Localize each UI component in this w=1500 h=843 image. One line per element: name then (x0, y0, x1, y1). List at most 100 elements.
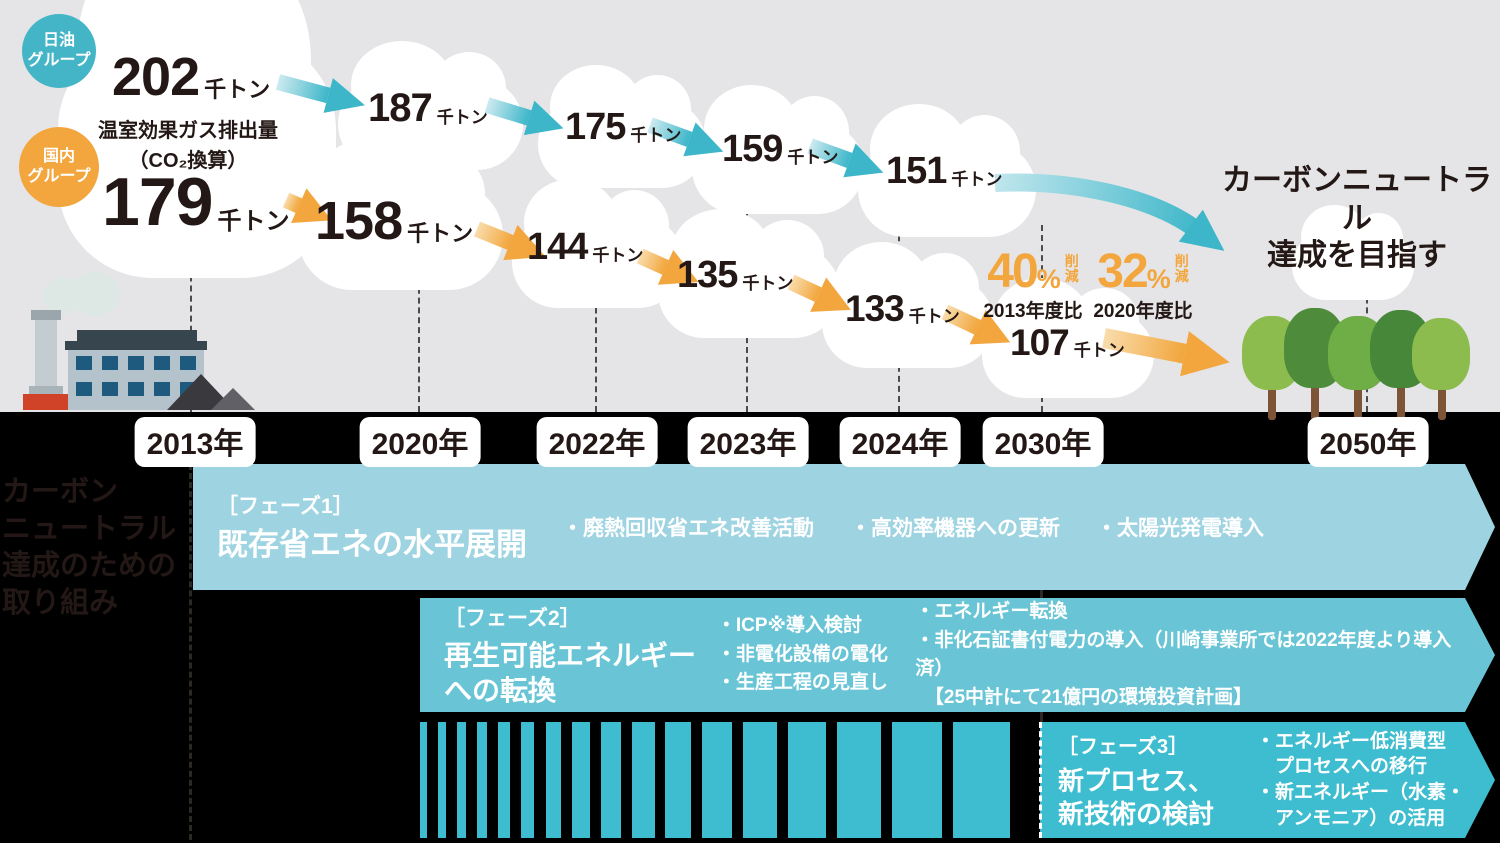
datapoint-domestic-2023: 135 千トン (677, 254, 794, 296)
phase3-arrow-tip (1465, 722, 1495, 838)
phase2-bullets-col2: ・エネルギー転換 ・非化石証書付電力の導入（川崎事業所では2022年度より導入済… (915, 598, 1465, 712)
factory-window (76, 356, 92, 370)
section-title-initiatives: カーボン ニュートラル 達成のための 取り組み (2, 476, 177, 620)
factory-window (76, 382, 92, 396)
phase3-stripe (665, 722, 692, 838)
datapoint-domestic-2013: 179 千トン (102, 164, 290, 240)
tick-2030-upper (1040, 590, 1043, 599)
trees-illustration (1242, 308, 1470, 420)
year-2024: 2024年 (839, 417, 961, 467)
phase1-tag: ［フェーズ1］ (217, 494, 354, 518)
phase2-title: 再生可能エネルギー への転換 (444, 640, 697, 706)
factory-chimney (35, 316, 57, 394)
phase3-stripe (498, 722, 511, 838)
phase3-stripe (572, 722, 591, 838)
phase1-bullet: ・太陽光発電導入 (1096, 517, 1264, 540)
phase3-stripe (837, 722, 882, 838)
nof-group-badge: 日油 グループ (22, 14, 96, 88)
factory-chimney-cap (31, 310, 61, 320)
datapoint-nof-2024: 151 千トン (886, 150, 1003, 192)
factory-window (154, 356, 170, 370)
year-2022: 2022年 (536, 417, 658, 467)
phase1-bullets: ・廃熱回収省エネ改善活動 ・高効率機器への更新 ・太陽光発電導入 (562, 512, 1264, 542)
phase2-bullets-col1: ・ICP※導入検討 ・非電化設備の電化 ・生産工程の見直し (717, 612, 902, 698)
factory-roof (65, 341, 207, 350)
phase3-stripe (438, 722, 446, 838)
phase3-bar: ［フェーズ3］ 新プロセス、 新技術の検討 ・エネルギー低消費型 プロセスへの移… (1040, 722, 1495, 838)
phase2-bullet: ・非化石証書付電力の導入（川崎事業所では2022年度より導入済） (915, 629, 1452, 680)
phase1-bar: ［フェーズ1］ 既存省エネの水平展開 ・廃熱回収省エネ改善活動 ・高効率機器への… (193, 464, 1495, 590)
cloud-158 (298, 138, 503, 290)
carbon-neutral-target-label: カーボンニュートラル 達成を目指す (1222, 164, 1492, 272)
phase3-stripe (456, 722, 466, 838)
phase3-stripe (891, 722, 942, 838)
phase1-bullet: ・高効率機器への更新 (850, 517, 1060, 540)
phase1-head: ［フェーズ1］ 既存省エネの水平展開 (217, 490, 562, 565)
datapoint-nof-2013: 202 千トン (112, 47, 271, 107)
year-2030: 2030年 (982, 417, 1104, 467)
ghg-emissions-label: 温室効果ガス排出量 （CO₂換算） (98, 120, 278, 172)
phase3-stripe (420, 722, 427, 838)
guide-2013 (190, 145, 192, 412)
emissions-sky-panel: 日油 グループ 国内 グループ 202 千トン 温室効果ガス排出量 （CO₂換算）… (0, 0, 1500, 420)
phase1-bullet: ・廃熱回収省エネ改善活動 (562, 517, 814, 540)
phase3-title: 新プロセス、 新技術の検討 (1058, 766, 1215, 829)
reduction-32pct: 32% 削 減 2020年度比 (1093, 245, 1193, 323)
phase3-stripe (600, 722, 621, 838)
phase3-bullets: ・エネルギー低消費型 プロセスへの移行 ・新エネルギー（水素・ アンモニア）の活… (1256, 729, 1465, 832)
phase1-arrow-tip (1465, 464, 1495, 590)
phase2-bar: ［フェーズ2］ 再生可能エネルギー への転換 ・ICP※導入検討 ・非電化設備の… (420, 598, 1495, 712)
phase1-title: 既存省エネの水平展開 (217, 526, 527, 562)
tick-2030-lower (1040, 712, 1043, 722)
datapoint-nof-2022: 175 千トン (565, 106, 682, 148)
datapoint-nof-2020: 187 千トン (368, 86, 488, 130)
factory-window (154, 382, 170, 396)
factory-window (128, 356, 144, 370)
phase2-head: ［フェーズ2］ 再生可能エネルギー への転換 (444, 602, 717, 708)
datapoint-nof-2023: 159 千トン (722, 128, 839, 170)
year-2023: 2023年 (687, 417, 809, 467)
datapoint-domestic-2020: 158 千トン (315, 191, 474, 251)
factory-red-base (23, 394, 81, 410)
factory-window (102, 356, 118, 370)
phase3-head: ［フェーズ3］ 新プロセス、 新技術の検討 (1058, 730, 1256, 830)
phase2-bullet: ・生産工程の見直し (716, 672, 888, 694)
datapoint-domestic-2030: 107 千トン (1010, 322, 1125, 363)
phase2-bullet: ・非電化設備の電化 (716, 643, 888, 665)
phase3-stripe (787, 722, 826, 838)
domestic-group-badge: 国内 グループ (19, 127, 99, 207)
datapoint-domestic-2024: 133 千トン (845, 288, 960, 329)
phase3-stripe (702, 722, 733, 838)
year-2013: 2013年 (134, 417, 256, 467)
datapoint-domestic-2022: 144 千トン (527, 226, 644, 268)
phase2-tag: ［フェーズ2］ (444, 607, 581, 630)
phase3-tag: ［フェーズ3］ (1058, 736, 1189, 758)
cloud-right (1292, 204, 1414, 300)
factory-window (180, 356, 196, 370)
phase3-stripe (631, 722, 655, 838)
factory-illustration (15, 272, 255, 412)
phase2-bullet: ・エネルギー転換 (915, 601, 1068, 622)
phase3-stripe (521, 722, 535, 838)
factory-upper-roof (77, 330, 197, 341)
factory-window (102, 382, 118, 396)
phase2-bullet: 【25中計にて21億円の環境投資計画】 (915, 686, 1253, 708)
phase2-bullet: ・ICP※導入検討 (716, 615, 863, 637)
phase3-stripe (742, 722, 777, 838)
phase3-stripe (952, 722, 1010, 838)
year-2020: 2020年 (359, 417, 481, 467)
phase3-stripe (477, 722, 488, 838)
phase2-arrow-tip (1465, 598, 1495, 712)
guide-2013-dark (189, 455, 192, 840)
phase3-bullet: ・エネルギー低消費型 プロセスへの移行 (1256, 730, 1447, 778)
coal-pile (211, 388, 255, 410)
phase3-stripe (545, 722, 561, 838)
factory-smoke (70, 272, 120, 316)
guide-2030-white (1039, 722, 1042, 838)
reduction-40pct: 40% 削 減 2013年度比 (983, 245, 1083, 323)
year-2050: 2050年 (1307, 417, 1429, 467)
factory-window (128, 382, 144, 396)
phase3-stripes (420, 722, 1034, 838)
phase3-bullet: ・新エネルギー（水素・ アンモニア）の活用 (1256, 782, 1466, 829)
